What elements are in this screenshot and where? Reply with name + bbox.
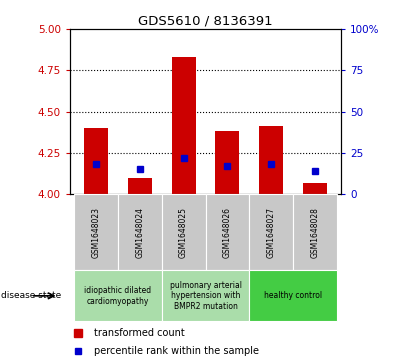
Bar <box>162 270 249 321</box>
Text: GSM1648028: GSM1648028 <box>310 207 319 258</box>
Bar <box>249 194 293 270</box>
Bar <box>74 194 118 270</box>
Bar <box>162 194 206 270</box>
Bar <box>74 270 162 321</box>
Bar <box>84 128 108 194</box>
Text: disease state: disease state <box>1 291 62 300</box>
Title: GDS5610 / 8136391: GDS5610 / 8136391 <box>138 15 273 28</box>
Bar <box>128 178 152 194</box>
Bar <box>215 131 240 194</box>
Text: percentile rank within the sample: percentile rank within the sample <box>94 346 259 356</box>
Bar <box>293 194 337 270</box>
Bar <box>172 57 196 194</box>
Bar <box>303 183 327 194</box>
Text: pulmonary arterial
hypertension with
BMPR2 mutation: pulmonary arterial hypertension with BMP… <box>169 281 242 311</box>
Text: GSM1648023: GSM1648023 <box>92 207 101 258</box>
Text: GSM1648025: GSM1648025 <box>179 207 188 258</box>
Text: GSM1648027: GSM1648027 <box>267 207 276 258</box>
Bar <box>249 270 337 321</box>
Text: healthy control: healthy control <box>264 291 322 300</box>
Text: transformed count: transformed count <box>94 328 185 338</box>
Bar <box>118 194 162 270</box>
Text: idiopathic dilated
cardiomyopathy: idiopathic dilated cardiomyopathy <box>84 286 152 306</box>
Bar <box>259 126 283 194</box>
Bar <box>206 194 249 270</box>
Text: GSM1648024: GSM1648024 <box>135 207 144 258</box>
Text: GSM1648026: GSM1648026 <box>223 207 232 258</box>
